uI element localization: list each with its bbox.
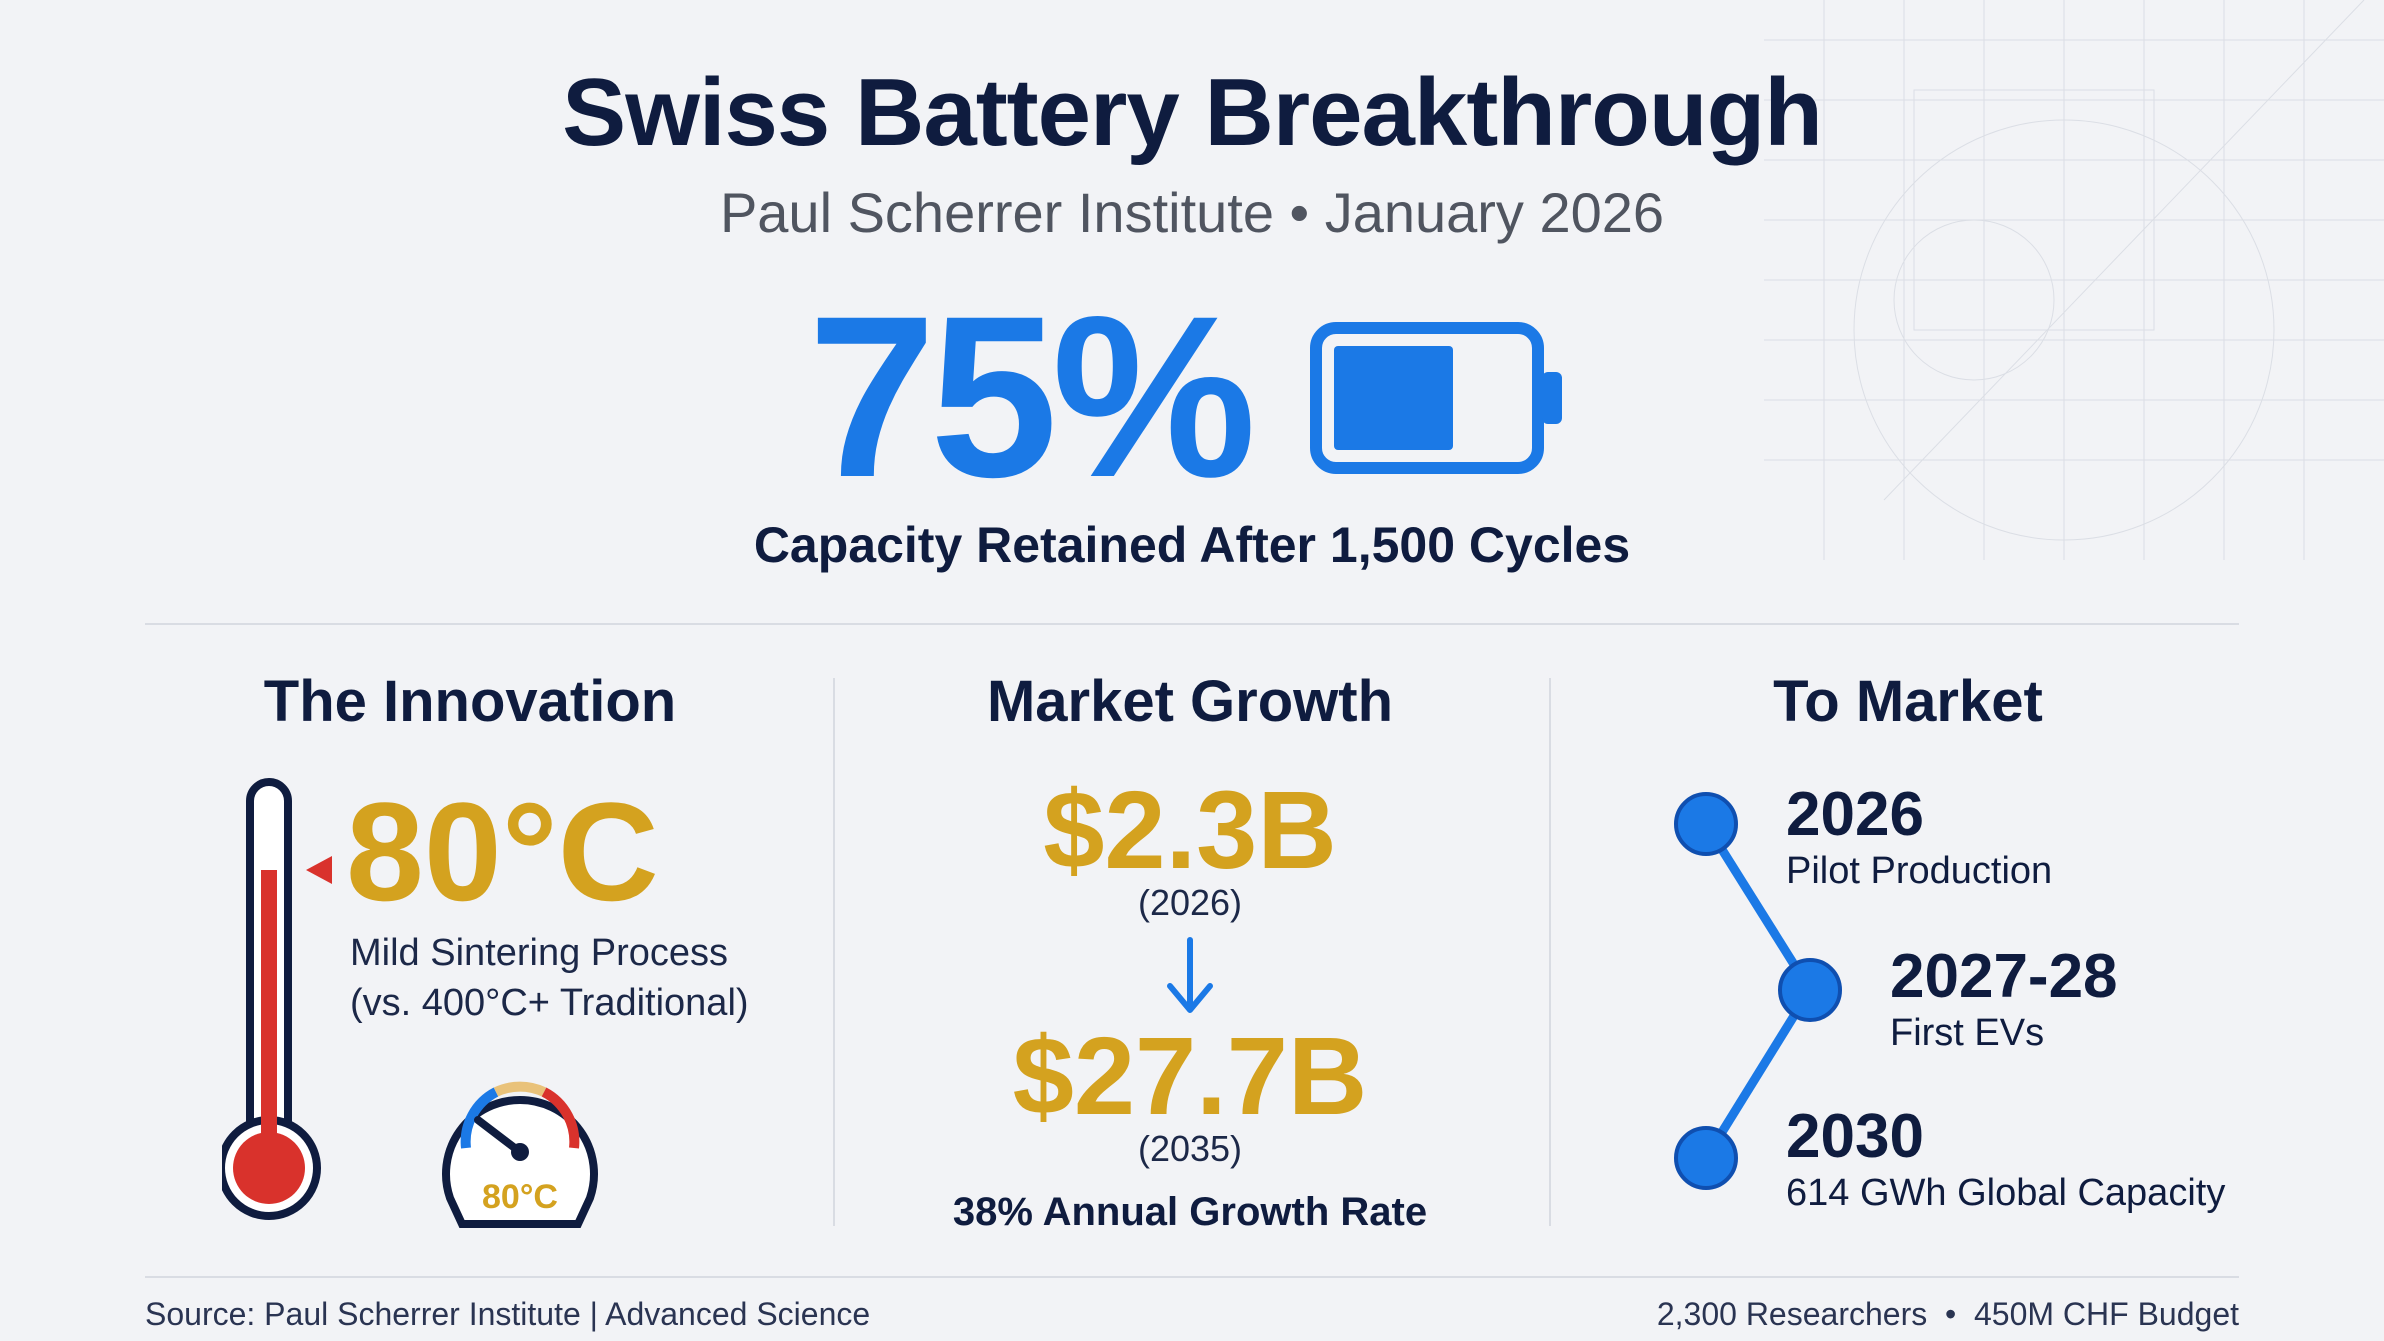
bottom-divider [145,1276,2239,1278]
process-temperature: 80°C [346,773,659,930]
growth-rate: 38% Annual Growth Rate [952,1190,1428,1234]
column-divider-left [833,678,835,1226]
footer-source: Source: Paul Scherrer Institute | Advanc… [145,1296,871,1332]
capacity-percentage: 75% [808,268,1256,525]
market-heading: Market Growth [986,669,1394,734]
market-value-start: $2.3B [1043,769,1337,892]
page-title: Swiss Battery Breakthrough [562,59,1823,166]
battery-icon [1310,322,1562,474]
timeline-node-2 [1778,958,1842,1022]
milestone-label: First EVs [1890,1012,2045,1054]
gauge-readout: 80°C [482,1178,558,1216]
process-comparison: (vs. 400°C+ Traditional) [350,982,749,1024]
column-divider-right [1549,678,1551,1226]
timeline-node-3 [1674,1126,1738,1190]
timeline-track [1674,792,1842,1190]
gauge-icon [442,1081,598,1228]
milestone-label: 614 GWh Global Capacity [1786,1172,2226,1214]
milestone-label: Pilot Production [1786,850,2053,892]
timeline-node-1 [1674,792,1738,856]
top-divider [145,623,2239,625]
page-subtitle: Paul Scherrer Institute • January 2026 [719,181,1665,244]
innovation-heading: The Innovation [263,669,677,734]
timeline-heading: To Market [1773,669,2043,734]
milestone-year: 2030 [1786,1102,1924,1171]
arrow-down-icon [1167,937,1213,1013]
blueprint-grid-decoration [1764,0,2384,560]
market-year-end: (2035) [1137,1128,1243,1169]
process-label: Mild Sintering Process [350,932,729,974]
milestone-year: 2026 [1786,780,1924,849]
capacity-caption: Capacity Retained After 1,500 Cycles [753,517,1631,573]
milestone-year: 2027-28 [1890,942,2118,1011]
market-value-end: $27.7B [1012,1015,1368,1138]
battery-fill-level [1334,346,1453,450]
market-year-start: (2026) [1137,882,1243,923]
footer-stats: 2,300 Researchers • 450M CHF Budget [1656,1296,2239,1332]
thermometer-icon [222,778,332,1220]
